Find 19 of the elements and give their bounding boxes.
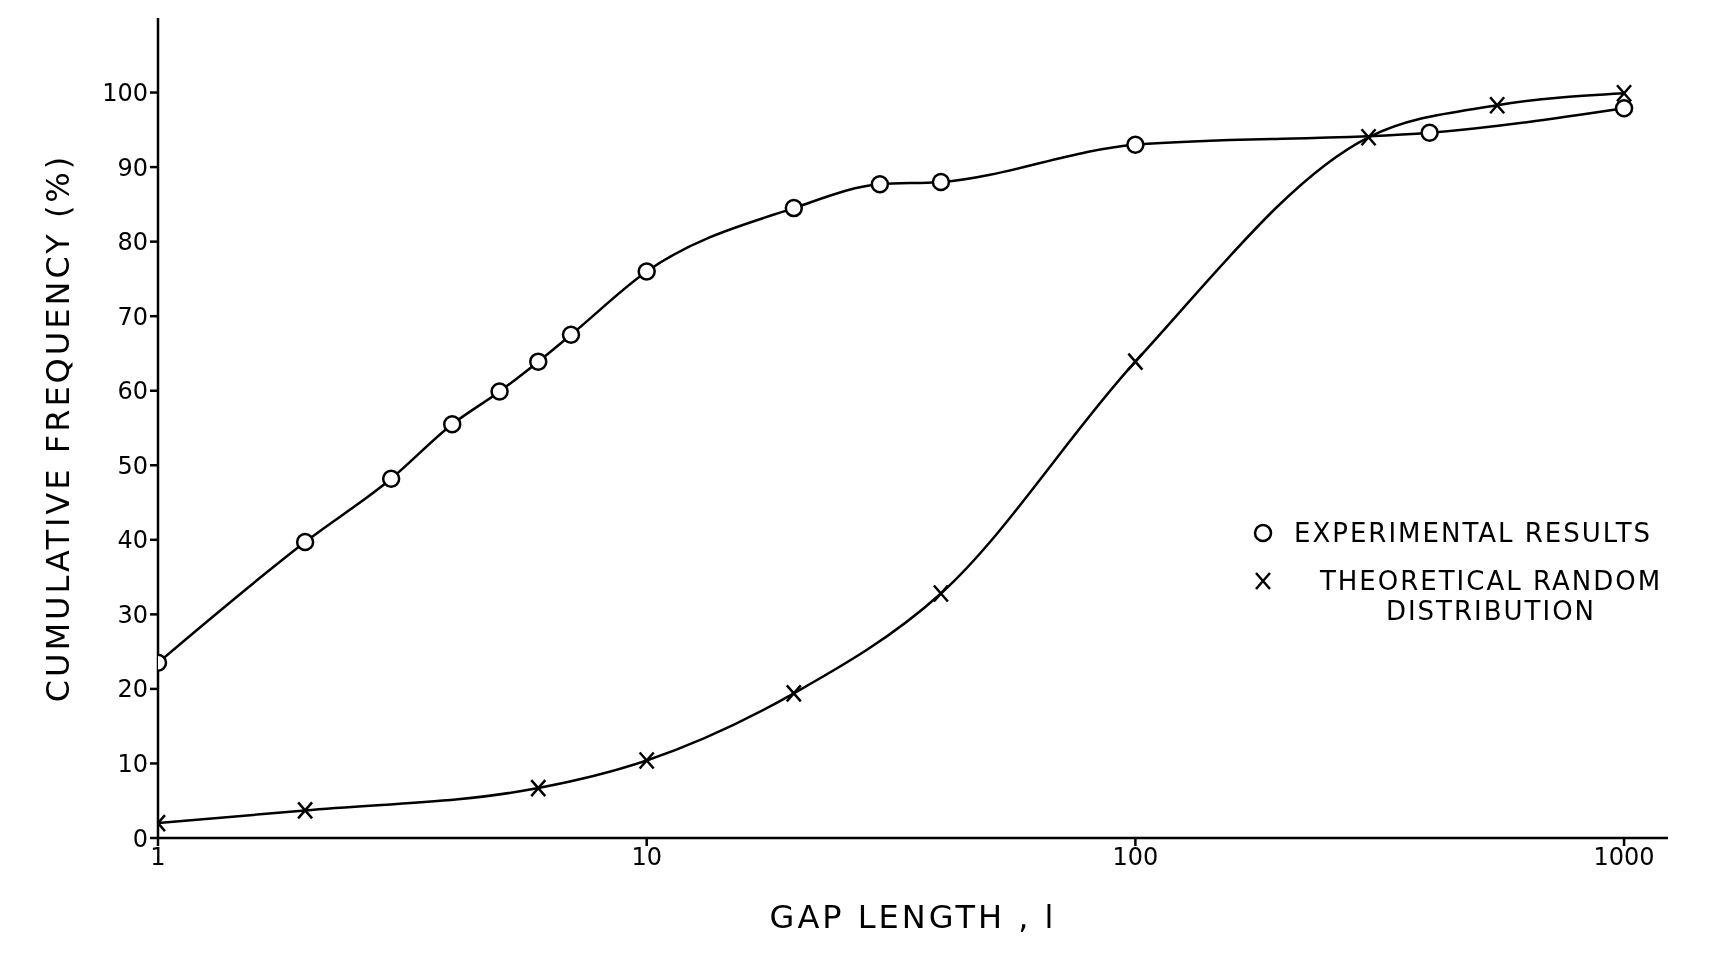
- x-tick-label: 10: [631, 843, 662, 872]
- y-tick-label: 100: [102, 79, 148, 108]
- y-axis-title: CUMULATIVE FREQUENCY (%): [39, 153, 78, 703]
- y-tick-label: 40: [117, 526, 148, 555]
- y-tick-label: 30: [117, 600, 148, 629]
- y-tick-label: 20: [117, 675, 148, 704]
- y-tick-label: 50: [117, 451, 148, 480]
- y-tick-label: 70: [117, 302, 148, 331]
- x-tick-label: 1: [150, 843, 166, 872]
- y-tick-label: 0: [132, 824, 148, 853]
- legend-label: EXPERIMENTAL RESULTS: [1294, 518, 1653, 548]
- x-axis-title: GAP LENGTH , l: [769, 898, 1057, 936]
- x-tick-label: 1000: [1593, 843, 1655, 872]
- y-tick-label: 80: [117, 228, 148, 257]
- y-tick-label: 90: [117, 153, 148, 182]
- y-tick-label: 60: [117, 377, 148, 406]
- x-tick-label: 100: [1112, 843, 1159, 872]
- legend-label: THEORETICAL RANDOM DISTRIBUTION: [1318, 566, 1664, 626]
- y-tick-label: 10: [117, 749, 148, 778]
